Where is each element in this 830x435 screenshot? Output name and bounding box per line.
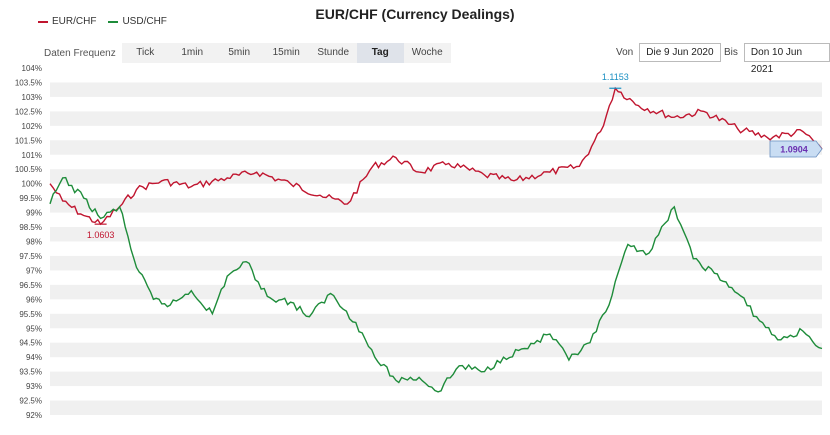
chart-title: EUR/CHF (Currency Dealings) xyxy=(315,6,515,22)
y-tick-label: 103% xyxy=(22,93,42,102)
legend-swatch-usdchf xyxy=(108,20,119,23)
freq-button-15min[interactable]: 15min xyxy=(262,43,310,63)
y-tick-label: 92.5% xyxy=(19,397,42,406)
grid-band xyxy=(50,198,822,213)
frequency-toolbar: Daten Frequenz Tick 1min 5min 15min Stun… xyxy=(44,43,451,63)
from-date-input[interactable]: Die 9 Jun 2020 xyxy=(639,43,721,62)
legend-label-usdchf: USD/CHF xyxy=(122,16,167,27)
y-tick-label: 96% xyxy=(26,295,42,304)
y-tick-label: 98% xyxy=(26,238,42,247)
freq-button-1min[interactable]: 1min xyxy=(168,43,216,63)
y-tick-label: 96.5% xyxy=(19,281,42,290)
date-range-to: Bis Don 10 Jun 2021 xyxy=(724,43,830,75)
y-tick-label: 94% xyxy=(26,353,42,362)
y-tick-label: 103.5% xyxy=(15,78,42,87)
y-tick-label: 95.5% xyxy=(19,310,42,319)
grid-band xyxy=(50,82,822,97)
from-label: Von xyxy=(616,47,634,58)
to-date-input[interactable]: Don 10 Jun 2021 xyxy=(743,43,830,75)
y-tick-label: 102% xyxy=(22,122,42,131)
last-value-label: 1.0904 xyxy=(780,144,808,154)
grid-band xyxy=(50,371,822,387)
y-tick-label: 98.5% xyxy=(19,223,42,232)
y-tick-label: 94.5% xyxy=(19,339,42,348)
y-tick-label: 101.5% xyxy=(15,136,42,145)
to-label: Bis xyxy=(724,47,738,58)
frequency-label: Daten Frequenz xyxy=(44,47,116,59)
freq-button-5min[interactable]: 5min xyxy=(215,43,263,63)
legend-swatch-eurchf xyxy=(38,20,48,23)
grid-band xyxy=(50,140,822,155)
freq-button-tick[interactable]: Tick xyxy=(121,43,169,63)
y-tick-label: 95% xyxy=(26,324,42,333)
y-tick-label: 92% xyxy=(26,411,42,420)
y-tick-label: 104% xyxy=(22,64,42,73)
y-tick-label: 93.5% xyxy=(19,368,42,377)
high-label: 1.1153 xyxy=(602,72,629,82)
y-tick-label: 100.5% xyxy=(15,165,42,174)
y-tick-label: 97.5% xyxy=(19,252,42,261)
y-tick-label: 93% xyxy=(26,382,42,391)
y-tick-label: 100% xyxy=(22,180,42,189)
grid-band xyxy=(50,313,822,329)
grid-band xyxy=(50,255,822,271)
y-tick-label: 99.5% xyxy=(19,194,42,203)
grid-band xyxy=(50,284,822,300)
legend-label-eurchf: EUR/CHF xyxy=(52,16,97,27)
freq-button-tag[interactable]: Tag xyxy=(356,43,404,63)
grid-band xyxy=(50,111,822,126)
freq-button-woche[interactable]: Woche xyxy=(403,43,451,63)
grid-band xyxy=(50,342,822,358)
last-value-badge xyxy=(769,140,823,158)
legend: EUR/CHF USD/CHF xyxy=(38,16,167,27)
y-tick-label: 97% xyxy=(26,266,42,275)
low-label: 1.0603 xyxy=(87,230,115,240)
date-range-from: Von Die 9 Jun 2020 xyxy=(616,43,721,62)
y-tick-label: 99% xyxy=(26,209,42,218)
grid-band xyxy=(50,227,822,242)
legend-item-eurchf[interactable]: EUR/CHF xyxy=(38,16,96,27)
series-line-eurchf xyxy=(49,86,823,226)
y-tick-label: 102.5% xyxy=(15,107,42,116)
grid-band xyxy=(50,169,822,184)
y-tick-label: 101% xyxy=(22,151,42,160)
legend-item-usdchf[interactable]: USD/CHF xyxy=(108,16,167,27)
freq-button-stunde[interactable]: Stunde xyxy=(309,43,357,63)
series-line-usdchf xyxy=(49,176,823,393)
grid-band xyxy=(50,400,822,415)
